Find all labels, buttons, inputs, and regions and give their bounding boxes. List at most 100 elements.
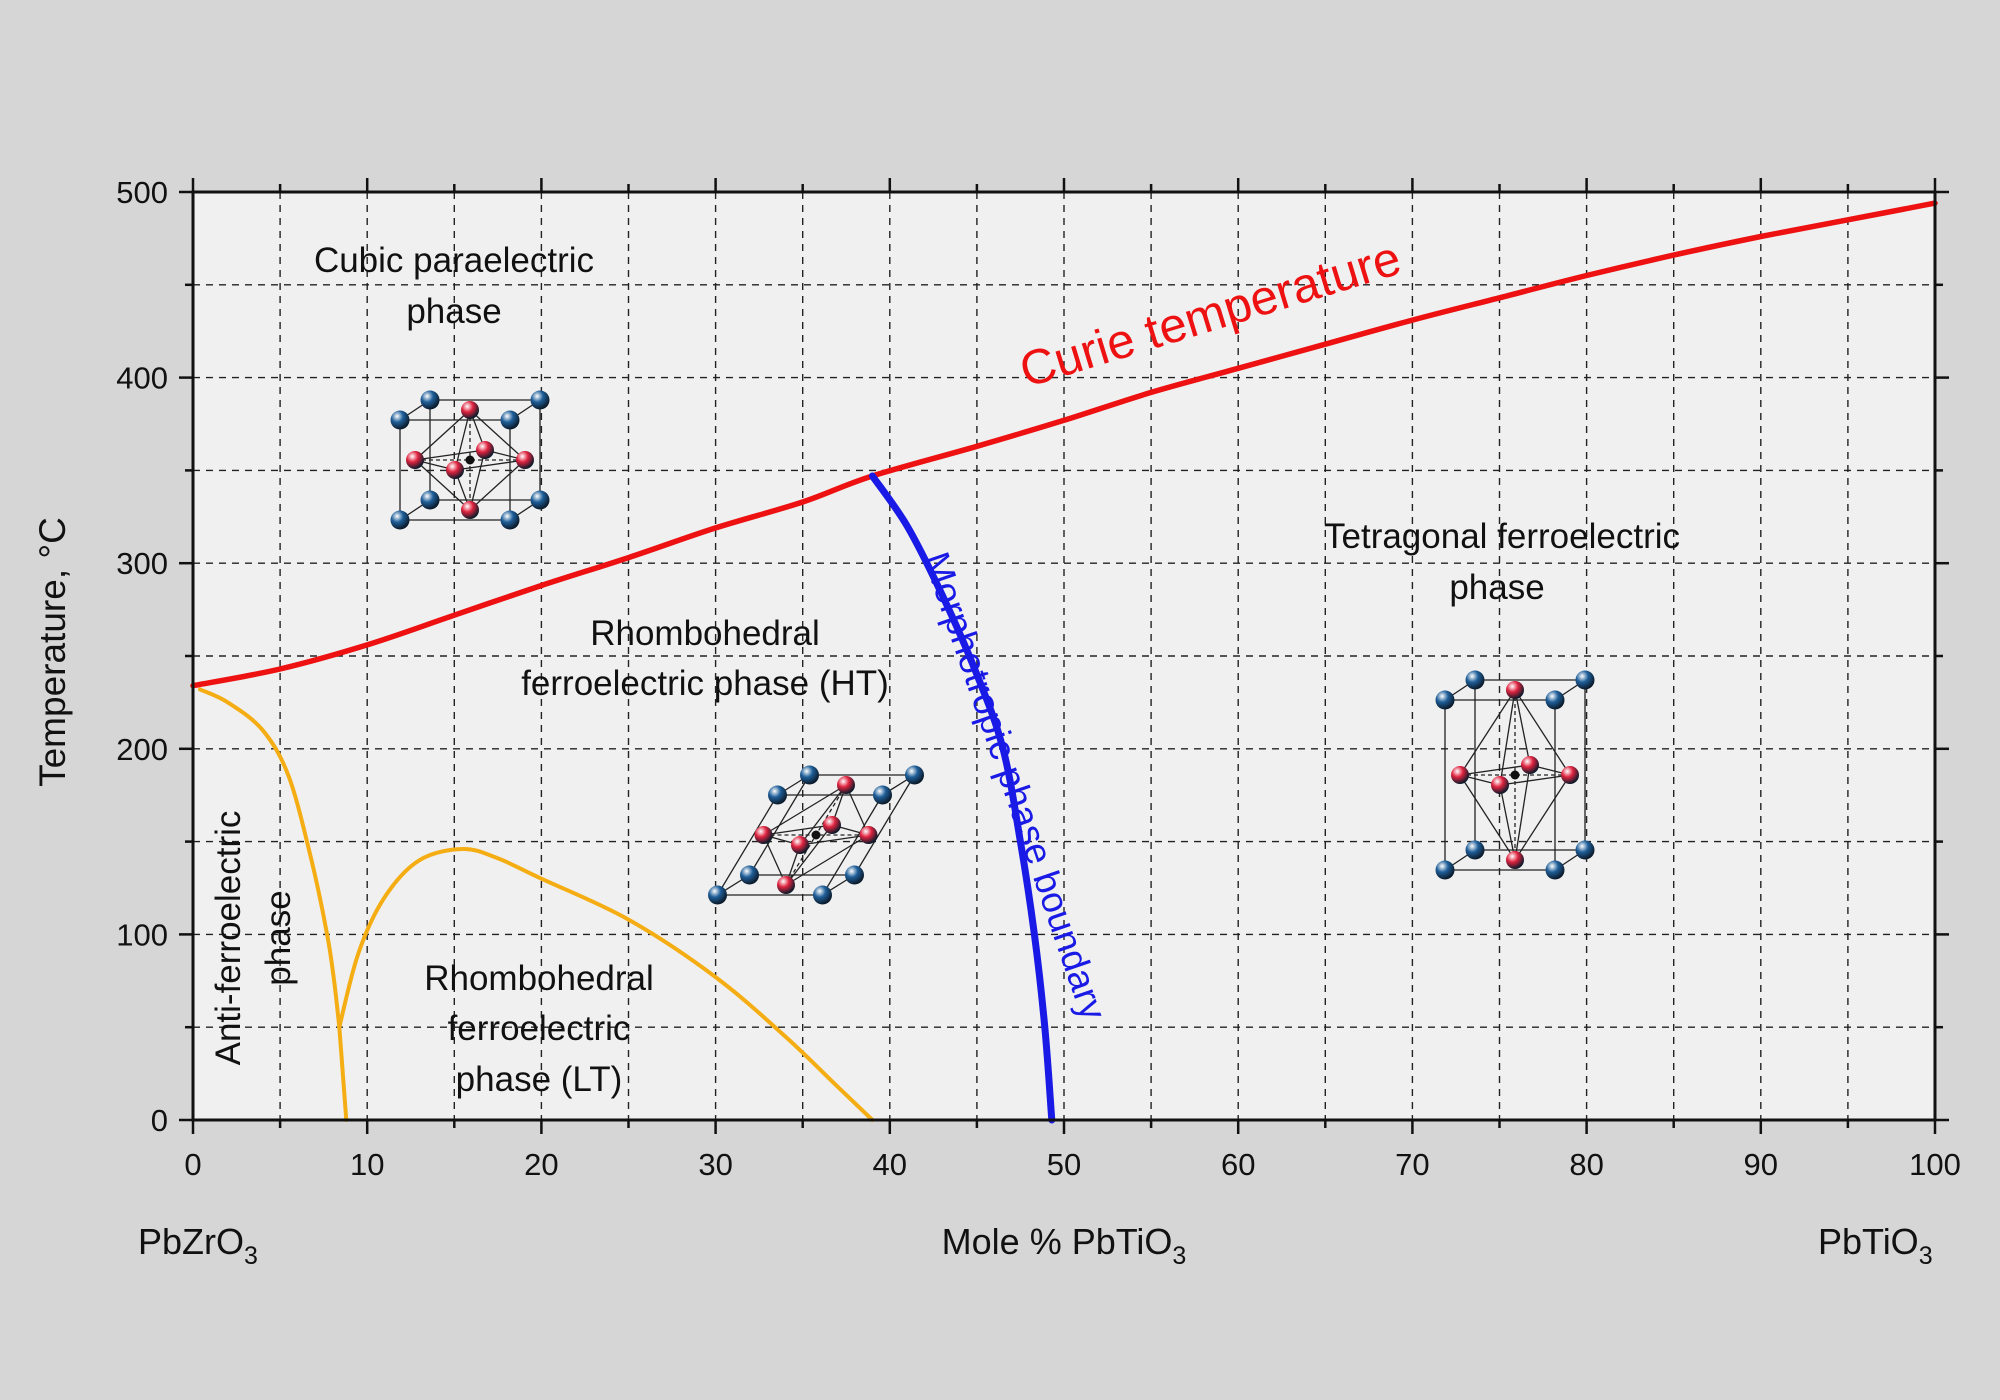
- y-axis-label: Temperature, °C: [32, 517, 73, 787]
- y-tick-label: 100: [116, 917, 168, 952]
- pb-atom: [1545, 860, 1565, 880]
- o-atom: [476, 441, 494, 459]
- cell-bond: [414, 459, 471, 511]
- afe-upper-boundary-line: [198, 687, 342, 1030]
- pb-atom: [873, 785, 892, 805]
- tetragonal-phase-label-line1: Tetragonal ferroelectric: [1324, 517, 1680, 556]
- pb-atom: [813, 885, 832, 905]
- pb-atom: [845, 865, 864, 885]
- o-atom: [777, 876, 795, 894]
- rhombohedral-lt-label-line3: phase (LT): [456, 1060, 623, 1099]
- cell-bond: [1459, 689, 1516, 776]
- o-atom: [461, 501, 479, 519]
- x-tick-label: 20: [524, 1147, 558, 1182]
- cell-bond: [845, 784, 870, 836]
- o-atom: [516, 451, 534, 469]
- cell-bond: [1514, 774, 1571, 861]
- y-tick-label: 200: [116, 732, 168, 767]
- cell-bond: [799, 834, 869, 846]
- pb-atom: [768, 785, 787, 805]
- x-tick-label: 70: [1395, 1147, 1429, 1182]
- pb-atom: [708, 885, 727, 905]
- axis-ticks: 0 10 20 30 40 50 60 70 80 90 100 0 100 200 300 400 500: [116, 175, 1961, 1182]
- x-tick-label: 80: [1569, 1147, 1603, 1182]
- rhombohedral-lt-label-line2: ferroelectric: [448, 1009, 631, 1048]
- x-tick-label: 30: [698, 1147, 732, 1182]
- cell-bond: [414, 449, 486, 461]
- o-atom: [1451, 766, 1469, 784]
- right-endpoint-formula-main: PbTiO: [1818, 1221, 1919, 1262]
- y-tick-label: 500: [116, 175, 168, 210]
- x-tick-label: 50: [1047, 1147, 1081, 1182]
- pb-atom: [390, 510, 410, 530]
- left-endpoint-formula-main: PbZrO: [138, 1221, 244, 1262]
- pb-atom: [390, 410, 410, 430]
- o-atom: [406, 451, 424, 469]
- pb-atom: [1545, 690, 1565, 710]
- antiferroelectric-label-line1: Anti-ferroelectric: [209, 811, 248, 1066]
- o-atom: [1506, 681, 1524, 699]
- series-lines: [190, 200, 1938, 1124]
- tetragonal-cell-icon: [1435, 670, 1595, 880]
- o-atom: [837, 776, 855, 794]
- pb-atom: [800, 765, 819, 785]
- cell-bond: [454, 459, 526, 471]
- pb-atom: [530, 390, 550, 410]
- x-tick-label: 0: [184, 1147, 201, 1182]
- cell-bond: [469, 409, 526, 461]
- x-tick-label: 100: [1909, 1147, 1961, 1182]
- cell-bond: [469, 459, 526, 511]
- y-tick-label: 300: [116, 546, 168, 581]
- pb-atom: [500, 410, 520, 430]
- cell-bond: [1459, 774, 1516, 861]
- x-tick-label: 90: [1744, 1147, 1778, 1182]
- pb-atom: [905, 765, 924, 785]
- x-tick-label: 10: [350, 1147, 384, 1182]
- o-atom: [823, 816, 841, 834]
- pb-atom: [420, 390, 440, 410]
- cell-bond: [1499, 774, 1571, 786]
- o-atom: [1561, 766, 1579, 784]
- right-endpoint-formula: PbTiO3: [1818, 1221, 1933, 1270]
- cubic-phase-label-line1: Cubic paraelectric: [314, 241, 594, 280]
- cell-bond: [785, 824, 833, 886]
- pb-atom: [1435, 860, 1455, 880]
- cell-bond: [1514, 689, 1571, 776]
- afe-lower-boundary-line: [337, 1025, 349, 1122]
- pb-atom: [1465, 840, 1485, 860]
- rhombohedral-ht-label-line2: ferroelectric phase (HT): [521, 664, 889, 703]
- o-atom: [1491, 776, 1509, 794]
- y-tick-label: 400: [116, 361, 168, 396]
- curie-temperature-line: [190, 200, 1938, 689]
- cell-bond: [763, 784, 847, 836]
- x-axis-label: Mole % PbTiO3: [942, 1221, 1187, 1270]
- pb-atom: [500, 510, 520, 530]
- pb-atom: [420, 490, 440, 510]
- rhombohedral-cell-icon: [708, 765, 924, 905]
- cell-bond: [763, 824, 833, 836]
- cell-bond: [853, 774, 916, 876]
- x-axis-label-main: Mole % PbTiO: [942, 1221, 1173, 1262]
- cell-bond: [1514, 689, 1531, 766]
- grid: [193, 192, 1935, 1120]
- y-tick-label: 0: [151, 1103, 168, 1138]
- morphotropic-boundary-line: [868, 472, 1056, 1124]
- rhombohedral-ht-label-line1: Rhombohedral: [590, 614, 820, 653]
- b-site-atom: [465, 455, 475, 465]
- cell-bond: [716, 794, 779, 896]
- cubic-cell-icon: [390, 390, 550, 530]
- pb-atom: [1435, 690, 1455, 710]
- cell-bond: [1499, 784, 1516, 861]
- cell-bond: [469, 449, 486, 511]
- left-endpoint-formula: PbZrO3: [138, 1221, 258, 1270]
- rhombohedral-ht-lt-boundary-line: [337, 846, 875, 1122]
- o-atom: [859, 826, 878, 844]
- o-atom: [754, 826, 773, 844]
- pb-atom: [1575, 670, 1595, 690]
- o-atom: [1506, 851, 1524, 869]
- pb-atom: [1465, 670, 1485, 690]
- o-atom: [446, 461, 464, 479]
- left-endpoint-formula-subscript: 3: [244, 1242, 258, 1270]
- cell-bond: [1459, 764, 1531, 776]
